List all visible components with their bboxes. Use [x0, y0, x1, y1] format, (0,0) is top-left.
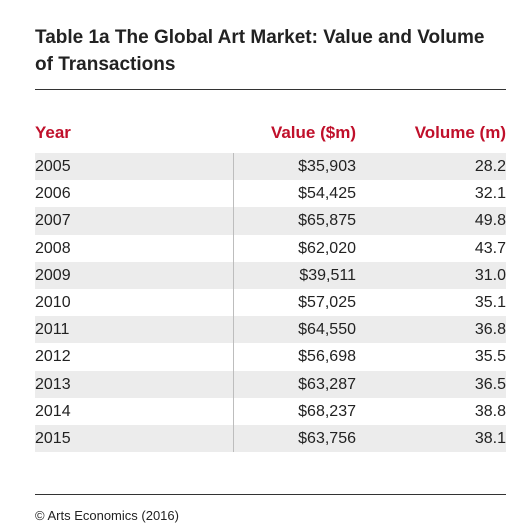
- cell-year: 2008: [35, 239, 71, 257]
- cell-volume: 35.1: [474, 293, 506, 311]
- cell-value: $63,756: [298, 429, 356, 447]
- cell-value: $65,875: [298, 212, 356, 230]
- cell-value: $62,020: [298, 239, 356, 257]
- column-header-value: Value ($m): [270, 123, 356, 142]
- table-row: 2008 $62,020 43.7: [35, 235, 506, 262]
- cell-year: 2010: [35, 293, 71, 311]
- table-row: 2010 $57,025 35.1: [35, 289, 506, 316]
- cell-volume: 31.0: [474, 266, 506, 284]
- data-table: Year Value ($m) Volume (m) 2005 $35,903 …: [35, 120, 506, 453]
- cell-value: $63,287: [298, 375, 356, 393]
- table-row: 2009 $39,511 31.0: [35, 261, 506, 289]
- table-row: 2006 $54,425 32.1: [35, 180, 506, 207]
- bottom-divider: [35, 494, 506, 495]
- cell-volume: 43.7: [474, 239, 506, 257]
- table-row: 2015 $63,756 38.1: [35, 424, 506, 453]
- source-note: © Arts Economics (2016): [35, 508, 179, 523]
- cell-volume: 28.2: [474, 158, 506, 175]
- cell-value: $56,698: [298, 348, 356, 366]
- cell-value: $64,550: [298, 321, 356, 339]
- column-header-volume: Volume (m): [414, 123, 506, 142]
- table-header: Year Value ($m) Volume (m): [35, 120, 506, 153]
- cell-volume: 36.8: [474, 321, 506, 339]
- cell-year: 2014: [35, 402, 71, 420]
- table-row: 2014 $68,237 38.8: [35, 398, 506, 425]
- column-separator: [233, 153, 234, 452]
- cell-value: $57,025: [298, 293, 356, 311]
- cell-year: 2009: [35, 266, 71, 284]
- table-row: 2007 $65,875 49.8: [35, 207, 506, 235]
- cell-year: 2012: [35, 348, 71, 366]
- top-divider: [35, 89, 506, 90]
- table-row: 2005 $35,903 28.2: [35, 153, 506, 181]
- cell-volume: 38.8: [474, 402, 506, 420]
- cell-year: 2006: [35, 185, 71, 203]
- table-row: 2013 $63,287 36.5: [35, 370, 506, 398]
- cell-value: $54,425: [298, 185, 356, 203]
- table-row: 2011 $64,550 36.8: [35, 316, 506, 344]
- table-title: Table 1a The Global Art Market: Value an…: [35, 27, 485, 75]
- cell-volume: 36.5: [474, 375, 506, 393]
- cell-value: $35,903: [298, 158, 356, 175]
- cell-volume: 49.8: [474, 212, 506, 230]
- cell-year: 2007: [35, 212, 71, 230]
- cell-value: $68,237: [298, 402, 356, 420]
- cell-year: 2005: [35, 158, 71, 175]
- cell-volume: 38.1: [474, 429, 506, 447]
- cell-volume: 32.1: [474, 185, 506, 203]
- cell-volume: 35.5: [474, 348, 506, 366]
- column-header-year: Year: [35, 123, 71, 142]
- cell-year: 2011: [35, 321, 70, 339]
- cell-year: 2013: [35, 375, 71, 393]
- cell-value: $39,511: [299, 266, 356, 284]
- table-row: 2012 $56,698 35.5: [35, 343, 506, 370]
- cell-year: 2015: [35, 429, 71, 447]
